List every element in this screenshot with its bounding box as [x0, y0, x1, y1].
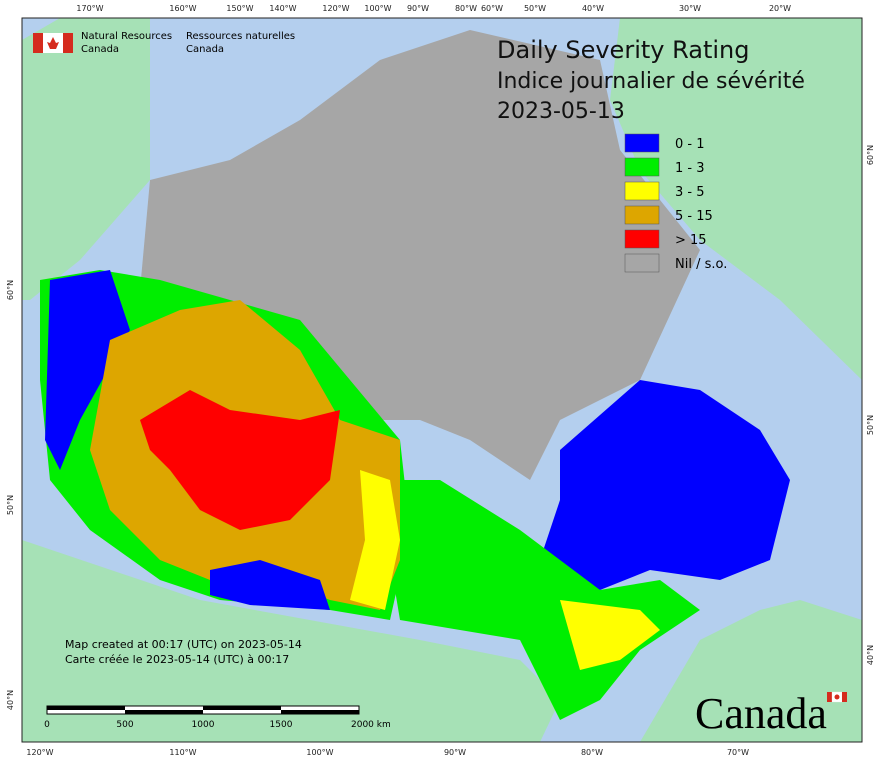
legend-swatch [624, 253, 660, 273]
date: 2023-05-13 [497, 99, 625, 124]
legend-label: Nil / s.o. [675, 257, 727, 272]
scale-bar [46, 705, 360, 715]
legend-label: 0 - 1 [675, 137, 705, 152]
map-frame [21, 17, 863, 743]
zone-3-5 [350, 470, 400, 610]
graticule-top: 60°W [481, 4, 503, 13]
graticule-top: 90°W [407, 4, 429, 13]
legend-label: 3 - 5 [675, 185, 705, 200]
graticule-left: 50°N [6, 495, 15, 515]
scale-label: 500 [116, 720, 133, 730]
title: Daily Severity Rating [497, 36, 749, 64]
graticule-top: 80°W [455, 4, 477, 13]
wordmark-flag [827, 691, 847, 703]
zone-3-5-east [560, 600, 660, 670]
legend-swatch [624, 229, 660, 249]
zone-0-1-prairie [210, 560, 330, 610]
scale-label: 2000 km [351, 720, 391, 730]
agency-en: Natural Resources [81, 31, 172, 42]
scale-labels: 0 500 1000 1500 2000 km [44, 720, 391, 730]
scale-label: 0 [44, 720, 50, 730]
map [22, 18, 862, 742]
graticule-bottom: 100°W [306, 748, 333, 757]
logo [33, 33, 73, 53]
legend-swatch [624, 205, 660, 225]
legend-label: 5 - 15 [675, 209, 713, 224]
graticule-top: 100°W [364, 4, 391, 13]
graticule-left: 40°N [6, 690, 15, 710]
zone-0-1-west [45, 270, 130, 470]
country-fr: Canada [186, 44, 224, 55]
scale-label: 1500 [270, 720, 293, 730]
legend: 0 - 1 1 - 3 3 - 5 5 - 15 > 15 Nil / s.o. [624, 133, 727, 273]
graticule-right: 50°N [866, 415, 875, 435]
graticule-left: 60°N [6, 280, 15, 300]
credit-fr: Carte créée le 2023-05-14 (UTC) à 00:17 [65, 653, 289, 666]
graticule-bottom: 70°W [727, 748, 749, 757]
zone-0-1 [540, 380, 790, 590]
graticule-top: 170°W [76, 4, 103, 13]
graticule-right: 40°N [866, 645, 875, 665]
land-foreign [22, 18, 862, 742]
graticule-top: 20°W [769, 4, 791, 13]
legend-label: > 15 [675, 233, 707, 248]
graticule-top: 120°W [322, 4, 349, 13]
land-nil [140, 30, 700, 480]
graticule-top: 40°W [582, 4, 604, 13]
scale-label: 1000 [192, 720, 215, 730]
graticule-bottom: 110°W [169, 748, 196, 757]
graticule-labels: 170°W 160°W 150°W 140°W 120°W 100°W 90°W 80°W 60… [6, 4, 875, 757]
graticule-top: 50°W [524, 4, 546, 13]
legend-swatch [624, 181, 660, 201]
legend-swatch [624, 157, 660, 177]
legend-swatch [624, 133, 660, 153]
graticule-bottom: 90°W [444, 748, 466, 757]
credit-en: Map created at 00:17 (UTC) on 2023-05-14 [65, 638, 302, 651]
graticule-bottom: 80°W [581, 748, 603, 757]
country-en: Canada [81, 44, 119, 55]
graticule-top: 150°W [226, 4, 253, 13]
zone-over-15 [140, 390, 340, 530]
graticule-top: 30°W [679, 4, 701, 13]
wordmark: Canada [695, 689, 827, 738]
graticule-right: 60°N [866, 145, 875, 165]
legend-label: 1 - 3 [675, 161, 705, 176]
graticule-bottom: 120°W [26, 748, 53, 757]
agency-fr: Ressources naturelles [186, 31, 295, 42]
graticule-top: 140°W [269, 4, 296, 13]
graticule-top: 160°W [169, 4, 196, 13]
subtitle: Indice journalier de sévérité [497, 69, 805, 94]
